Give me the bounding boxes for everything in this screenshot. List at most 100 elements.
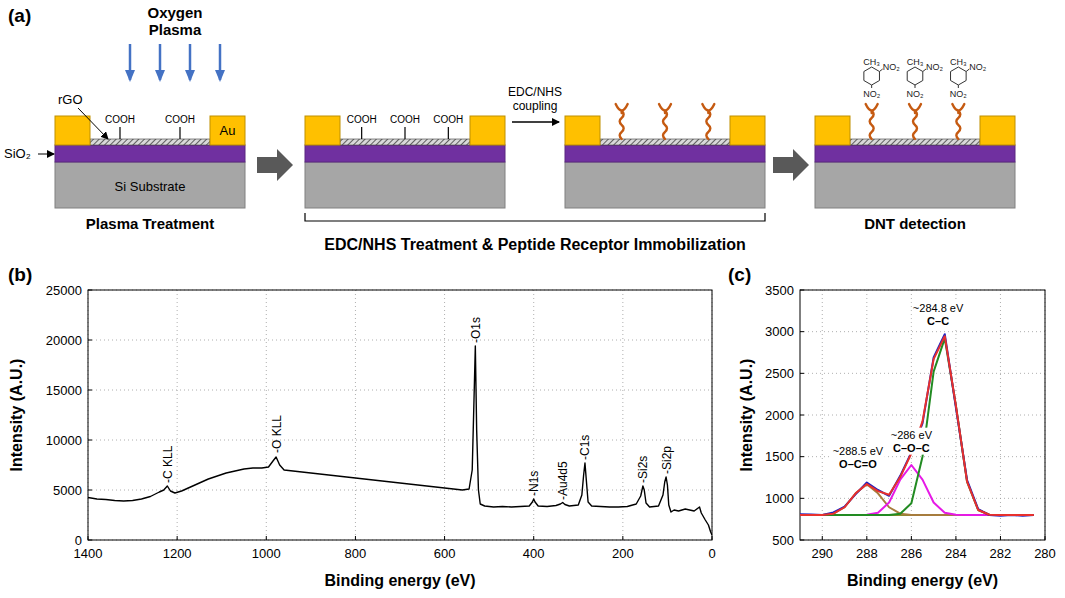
tick-label: 10000: [46, 433, 82, 448]
series-line: [800, 484, 1034, 515]
tick-mark: [866, 536, 867, 540]
peptide-receptor: [659, 104, 671, 139]
benzene-ring: [951, 67, 967, 85]
cooh-bond: [119, 127, 120, 139]
peptide-receptor: [702, 104, 714, 139]
tick-label: 25000: [46, 283, 82, 298]
annotations: ~284.8 eVC–C~286 eVC–O–C~288.5 eVO–C=O: [832, 301, 965, 471]
grid-line: [822, 290, 823, 540]
sio2-layer: [55, 145, 245, 162]
rgo-layer: [340, 139, 470, 145]
plasma-label-line: Oxygen: [147, 4, 202, 21]
tick-mark: [88, 390, 92, 391]
grid-line: [533, 290, 534, 540]
au-pad: [730, 116, 765, 145]
device: [565, 104, 765, 208]
peptide-receptor: [616, 104, 628, 139]
au-pad: [815, 116, 850, 145]
plot-data: [800, 334, 1034, 516]
step-arrow: [512, 121, 559, 122]
grid-line: [1000, 290, 1001, 540]
rgo-layer: [90, 139, 210, 145]
series-line: [800, 336, 1034, 515]
sio2-layer: [565, 145, 765, 162]
peak-name: C–O–C: [893, 442, 930, 454]
plasma-arrow: [159, 44, 162, 80]
panel-label: (b): [8, 264, 32, 285]
peak-energy: ~286 eV: [891, 429, 933, 441]
series-line: [800, 465, 1034, 515]
peak-label: -O1s: [469, 317, 483, 343]
rgo-label: rGO: [58, 92, 83, 107]
tick-mark: [88, 490, 92, 491]
nitro-label: NO₂: [950, 89, 968, 99]
device: CH₃NO₂NO₂CH₃NO₂NO₂CH₃NO₂NO₂DNT detection: [815, 57, 1015, 232]
plasma-arrow: [189, 44, 192, 80]
grid-line: [622, 290, 623, 540]
peak-label: -Si2p: [660, 446, 674, 474]
si-substrate: [565, 162, 765, 208]
tick-label: 800: [345, 546, 367, 561]
au-pad: [565, 116, 600, 145]
axis-title: Binding energy (eV): [847, 572, 998, 589]
peak-energy: ~288.5 eV: [833, 445, 884, 457]
tick-label: 20000: [46, 333, 82, 348]
process-arrow: [773, 149, 809, 181]
peak-label: -O KLL: [270, 415, 284, 453]
tick-label: 200: [612, 546, 634, 561]
process-arrow: [257, 149, 293, 181]
tick-mark: [88, 340, 92, 341]
si-substrate: [55, 162, 245, 208]
nitro-label: NO₂: [883, 62, 901, 72]
cooh-label: COOH: [165, 114, 195, 125]
grid-line: [88, 340, 712, 341]
cooh-label: COOH: [433, 114, 463, 125]
grid-line: [800, 415, 1045, 416]
tick-mark: [911, 536, 912, 540]
bond: [958, 85, 959, 88]
label-patch: [912, 301, 965, 328]
peak-label: -Au4d5: [556, 461, 570, 500]
tick-mark: [266, 536, 267, 540]
tick-mark: [1000, 536, 1001, 540]
tick-label: 600: [434, 546, 456, 561]
peptide-receptor: [866, 104, 878, 139]
sio2-layer: [815, 145, 1015, 162]
grid-line: [800, 498, 1045, 499]
plot-data: [88, 346, 712, 535]
grid-line: [355, 290, 356, 540]
tick-label: 3000: [765, 324, 794, 339]
grid-line: [88, 390, 712, 391]
tick-label: 284: [945, 546, 967, 561]
si-substrate: [815, 162, 1015, 208]
tick-mark: [800, 373, 804, 374]
plot-frame: [88, 290, 712, 540]
tick-mark: [533, 536, 534, 540]
au-pad: [55, 116, 90, 145]
tick-label: 0: [708, 546, 715, 561]
au-pad: [305, 116, 340, 145]
cooh-bond: [179, 127, 180, 139]
grid-line: [266, 290, 267, 540]
device: COOHCOOHPlasma Treatment: [55, 114, 245, 232]
peak-label: -Si2s: [636, 456, 650, 483]
chart-panel: (b)0500010000150002000025000140012001000…: [8, 264, 716, 589]
tick-mark: [622, 536, 623, 540]
tick-mark: [800, 331, 804, 332]
tick-label: 2000: [765, 408, 794, 423]
tick-label: 15000: [46, 383, 82, 398]
label-patch: [832, 444, 885, 471]
bracket-caption: EDC/NHS Treatment & Peptide Receptor Imm…: [324, 236, 745, 253]
tick-mark: [88, 440, 92, 441]
peptide-receptor: [952, 104, 964, 139]
tick-label: 1000: [252, 546, 281, 561]
grid-line: [866, 290, 867, 540]
tick-mark: [955, 536, 956, 540]
tick-label: 290: [811, 546, 833, 561]
peak-name: O–C=O: [839, 458, 877, 470]
label-patch: [890, 428, 934, 455]
nitro-label: NO₂: [926, 62, 944, 72]
panel-label: (c): [728, 264, 751, 285]
cooh-bond: [361, 127, 362, 139]
tick-mark: [800, 498, 804, 499]
